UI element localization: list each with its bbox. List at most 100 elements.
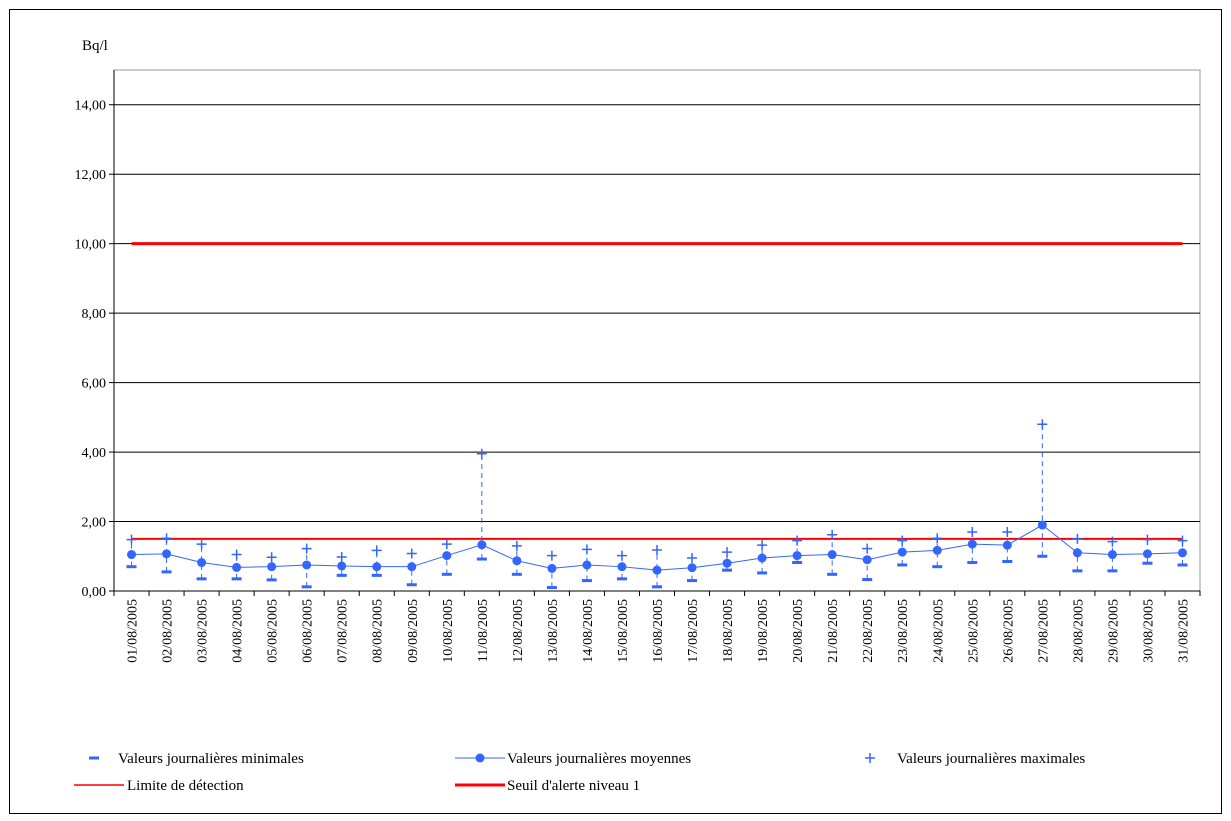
max-marker-24 — [967, 526, 978, 537]
min-marker-21 — [862, 578, 873, 582]
mean-marker-16 — [687, 563, 697, 573]
x-tick-label-27: 28/08/2005 — [1071, 599, 1086, 663]
legend-label-2: Valeurs journalières maximales — [897, 751, 1085, 767]
x-tick-label-20: 21/08/2005 — [826, 599, 841, 663]
mean-marker-25 — [1002, 540, 1012, 550]
min-marker-25 — [1002, 559, 1013, 563]
y-tick-label-5: 10,00 — [75, 238, 107, 253]
y-tick-label-1: 2,00 — [82, 516, 107, 531]
min-marker-2 — [196, 577, 207, 581]
min-marker-10 — [476, 557, 487, 561]
mean-marker-26 — [1037, 520, 1047, 530]
max-marker-26 — [1037, 419, 1048, 430]
x-tick-label-17: 18/08/2005 — [721, 599, 736, 663]
min-marker-30 — [1177, 563, 1188, 567]
chart-svg: 0,00 2,00 4,00 6,00 8,00 10,00 12,00 14,00 Bq/l 0… — [74, 38, 1201, 794]
mean-marker-3 — [232, 562, 242, 572]
min-marker-18 — [757, 571, 768, 575]
x-tick-label-2: 03/08/2005 — [196, 599, 211, 663]
mean-marker-14 — [617, 562, 627, 572]
legend-marker-max — [865, 753, 875, 763]
min-marker-27 — [1072, 569, 1083, 573]
min-marker-29 — [1142, 561, 1153, 565]
min-marker-19 — [792, 561, 803, 565]
max-marker-15 — [652, 545, 662, 556]
x-tick-label-24: 25/08/2005 — [966, 599, 981, 663]
x-tick-label-21: 22/08/2005 — [861, 599, 876, 663]
x-tick-label-11: 12/08/2005 — [511, 599, 526, 663]
x-tick-label-18: 19/08/2005 — [756, 599, 771, 663]
min-marker-15 — [652, 585, 662, 589]
max-marker-30 — [1177, 535, 1188, 546]
max-marker-13 — [581, 544, 592, 555]
x-tick-label-4: 05/08/2005 — [266, 599, 281, 663]
mean-marker-11 — [512, 556, 522, 566]
x-tick-label-29: 30/08/2005 — [1141, 599, 1156, 663]
y-tick-label-6: 12,00 — [75, 168, 107, 183]
max-marker-20 — [827, 529, 838, 540]
mean-marker-12 — [547, 563, 557, 573]
mean-marker-6 — [337, 561, 347, 571]
mean-marker-30 — [1177, 548, 1187, 558]
x-tick-label-3: 04/08/2005 — [231, 599, 246, 663]
legend-label-0: Valeurs journalières minimales — [118, 751, 304, 767]
min-marker-12 — [546, 586, 557, 590]
legend-label-4: Seuil d'alerte niveau 1 — [507, 778, 640, 794]
max-marker-5 — [301, 543, 312, 554]
legend-marker-min — [89, 756, 99, 760]
x-tick-label-28: 29/08/2005 — [1106, 599, 1121, 663]
mean-marker-13 — [582, 560, 592, 570]
mean-marker-4 — [267, 562, 277, 572]
max-marker-11 — [511, 540, 522, 551]
min-marker-17 — [722, 568, 733, 572]
y-tick-label-0: 0,00 — [82, 585, 107, 600]
max-marker-14 — [616, 550, 627, 561]
y-tick-label-4: 8,00 — [82, 307, 107, 322]
min-marker-24 — [967, 561, 978, 565]
max-marker-23 — [932, 533, 943, 544]
x-tick-label-30: 31/08/2005 — [1176, 599, 1191, 663]
mean-marker-18 — [757, 553, 767, 563]
legend-label-3: Limite de détection — [127, 778, 244, 794]
x-tick-label-14: 15/08/2005 — [616, 599, 631, 663]
x-tick-label-15: 16/08/2005 — [651, 599, 666, 663]
min-marker-14 — [616, 577, 627, 581]
x-tick-label-1: 02/08/2005 — [161, 599, 176, 663]
mean-marker-28 — [1107, 550, 1117, 560]
max-marker-18 — [757, 540, 768, 551]
min-marker-9 — [441, 572, 452, 576]
min-marker-26 — [1037, 554, 1048, 558]
max-marker-9 — [441, 539, 452, 550]
min-marker-8 — [406, 583, 417, 587]
x-tick-label-7: 08/08/2005 — [371, 599, 386, 663]
max-marker-29 — [1142, 534, 1153, 545]
x-tick-label-12: 13/08/2005 — [546, 599, 561, 663]
max-marker-22 — [897, 535, 908, 546]
mean-marker-29 — [1142, 549, 1152, 559]
min-marker-13 — [581, 579, 592, 583]
min-marker-11 — [511, 572, 522, 576]
mean-marker-27 — [1072, 548, 1082, 558]
min-marker-6 — [336, 573, 347, 577]
x-tick-label-23: 24/08/2005 — [931, 599, 946, 663]
mean-marker-19 — [792, 551, 802, 561]
min-marker-20 — [827, 572, 838, 576]
max-marker-16 — [687, 553, 698, 564]
max-marker-27 — [1072, 533, 1083, 544]
y-axis-unit-label: Bq/l — [82, 38, 108, 54]
y-tick-label-3: 6,00 — [82, 377, 107, 392]
max-marker-0 — [126, 534, 137, 545]
min-marker-3 — [231, 577, 242, 581]
x-tick-label-9: 10/08/2005 — [441, 599, 456, 663]
mean-marker-1 — [162, 549, 172, 559]
max-marker-4 — [266, 552, 277, 563]
x-tick-label-10: 11/08/2005 — [476, 599, 491, 662]
max-marker-7 — [371, 545, 382, 556]
mean-marker-22 — [897, 547, 907, 557]
min-marker-16 — [687, 579, 698, 583]
y-tick-label-7: 14,00 — [75, 99, 107, 114]
max-marker-19 — [792, 535, 803, 546]
min-marker-22 — [897, 563, 908, 567]
max-marker-6 — [336, 551, 347, 562]
max-marker-25 — [1002, 526, 1013, 537]
